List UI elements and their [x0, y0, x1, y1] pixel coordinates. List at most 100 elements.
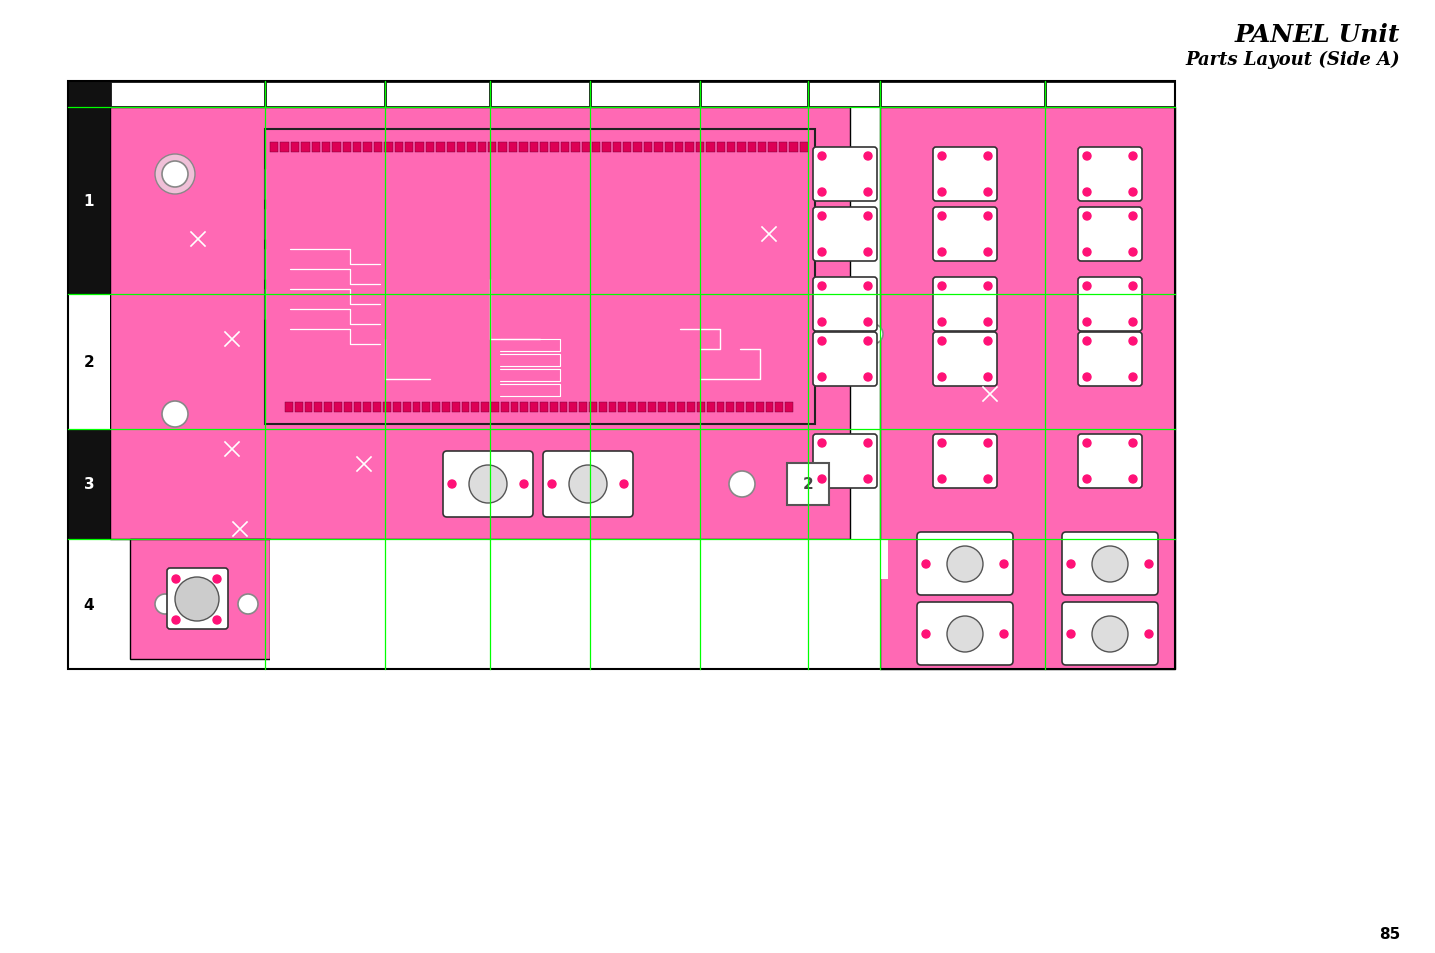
Circle shape: [947, 546, 983, 582]
Bar: [67, 108, 110, 294]
Bar: [580, 402, 587, 413]
Bar: [386, 83, 489, 107]
Circle shape: [818, 374, 827, 381]
Circle shape: [1083, 283, 1091, 291]
Bar: [294, 402, 303, 413]
FancyBboxPatch shape: [1078, 333, 1142, 387]
Circle shape: [1083, 249, 1091, 256]
Text: I: I: [1108, 88, 1112, 102]
Text: C: C: [432, 88, 442, 102]
Bar: [746, 402, 753, 413]
Bar: [270, 539, 880, 669]
Circle shape: [1129, 374, 1137, 381]
Bar: [639, 402, 646, 413]
Bar: [799, 143, 808, 152]
Circle shape: [818, 318, 827, 327]
Bar: [561, 143, 570, 152]
Bar: [452, 402, 459, 413]
Bar: [618, 402, 626, 413]
FancyBboxPatch shape: [933, 277, 997, 332]
Bar: [706, 143, 715, 152]
Bar: [462, 402, 469, 413]
FancyBboxPatch shape: [814, 435, 877, 489]
Circle shape: [1083, 213, 1091, 221]
Bar: [509, 143, 517, 152]
Bar: [67, 430, 110, 539]
Bar: [301, 143, 310, 152]
FancyBboxPatch shape: [814, 148, 877, 202]
Bar: [674, 143, 683, 152]
Bar: [644, 143, 653, 152]
Bar: [809, 83, 880, 107]
Circle shape: [984, 337, 992, 346]
Circle shape: [1129, 189, 1137, 196]
Bar: [324, 402, 331, 413]
Circle shape: [938, 249, 946, 256]
Circle shape: [984, 283, 992, 291]
Circle shape: [1083, 476, 1091, 483]
Bar: [1046, 83, 1174, 107]
Circle shape: [212, 617, 221, 624]
Bar: [598, 402, 607, 413]
Circle shape: [1083, 337, 1091, 346]
Bar: [530, 143, 538, 152]
Bar: [321, 143, 330, 152]
Circle shape: [1145, 630, 1152, 639]
Circle shape: [923, 560, 930, 568]
Bar: [286, 402, 293, 413]
Bar: [403, 402, 410, 413]
Circle shape: [175, 578, 220, 621]
Bar: [530, 402, 538, 413]
Text: F: F: [749, 88, 759, 102]
FancyBboxPatch shape: [542, 452, 633, 517]
Bar: [571, 143, 580, 152]
Bar: [726, 402, 735, 413]
Circle shape: [818, 189, 827, 196]
Circle shape: [1000, 560, 1007, 568]
Circle shape: [519, 480, 528, 489]
Circle shape: [818, 213, 827, 221]
Bar: [591, 83, 699, 107]
Bar: [131, 539, 270, 659]
Bar: [481, 402, 489, 413]
Bar: [519, 143, 528, 152]
Circle shape: [1083, 318, 1091, 327]
Bar: [333, 143, 340, 152]
Bar: [383, 402, 390, 413]
Circle shape: [864, 213, 872, 221]
Bar: [540, 143, 548, 152]
Bar: [657, 402, 666, 413]
Circle shape: [864, 337, 872, 346]
Circle shape: [1068, 560, 1075, 568]
Bar: [623, 143, 631, 152]
FancyBboxPatch shape: [1078, 277, 1142, 332]
Circle shape: [1129, 337, 1137, 346]
Bar: [422, 402, 430, 413]
Bar: [608, 402, 617, 413]
Circle shape: [984, 213, 992, 221]
Circle shape: [1145, 560, 1152, 568]
Circle shape: [818, 152, 827, 161]
Text: E: E: [640, 88, 650, 102]
Bar: [67, 82, 1175, 669]
FancyBboxPatch shape: [1062, 602, 1158, 665]
Circle shape: [984, 189, 992, 196]
Circle shape: [818, 249, 827, 256]
Bar: [491, 402, 499, 413]
Circle shape: [938, 152, 946, 161]
Circle shape: [1000, 630, 1007, 639]
Bar: [706, 402, 715, 413]
Circle shape: [984, 318, 992, 327]
Bar: [550, 402, 558, 413]
Bar: [629, 402, 636, 413]
Bar: [67, 294, 110, 430]
Bar: [716, 402, 725, 413]
Circle shape: [862, 325, 883, 345]
Bar: [393, 402, 400, 413]
FancyBboxPatch shape: [933, 148, 997, 202]
Circle shape: [238, 595, 258, 615]
FancyBboxPatch shape: [814, 208, 877, 262]
Text: D: D: [534, 88, 545, 102]
Text: H: H: [957, 88, 969, 102]
Bar: [270, 143, 278, 152]
